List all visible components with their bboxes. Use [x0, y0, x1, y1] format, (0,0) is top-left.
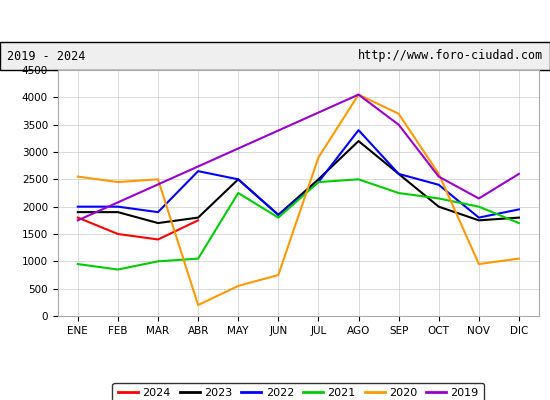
Text: Evolucion Nº Turistas Nacionales en el municipio de Belmonte: Evolucion Nº Turistas Nacionales en el m…	[10, 14, 540, 28]
Legend: 2024, 2023, 2022, 2021, 2020, 2019: 2024, 2023, 2022, 2021, 2020, 2019	[112, 383, 485, 400]
Text: 2019 - 2024: 2019 - 2024	[7, 50, 85, 62]
Text: http://www.foro-ciudad.com: http://www.foro-ciudad.com	[358, 50, 543, 62]
